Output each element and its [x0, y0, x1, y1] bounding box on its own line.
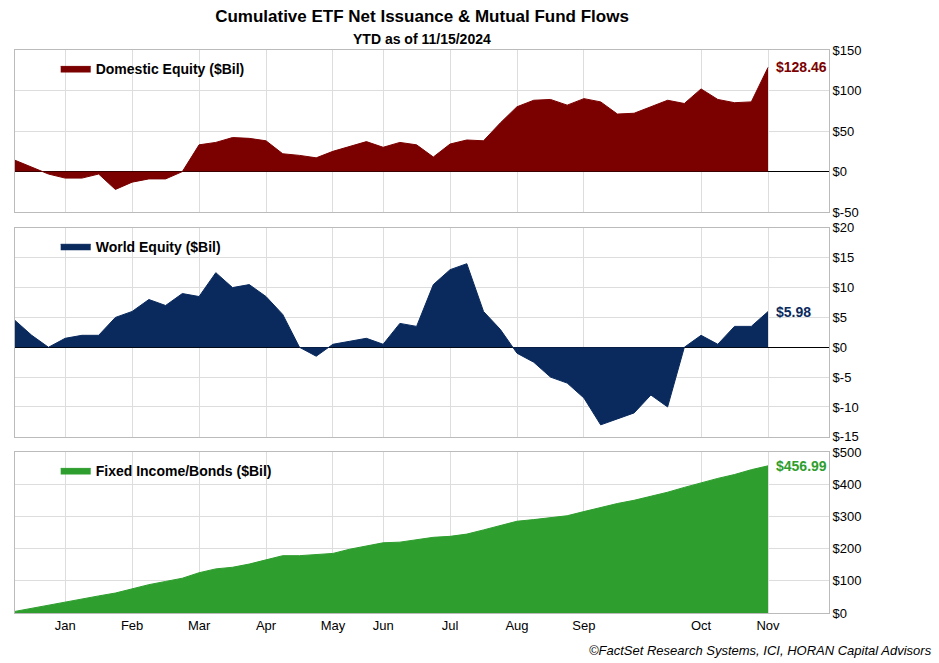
svg-text:$0: $0 — [833, 340, 847, 355]
svg-text:Oct: Oct — [691, 618, 712, 633]
svg-text:$-50: $-50 — [833, 205, 859, 220]
svg-text:$15: $15 — [833, 250, 855, 265]
svg-text:YTD as of 11/15/2024: YTD as of 11/15/2024 — [353, 31, 491, 47]
svg-text:$200: $200 — [833, 541, 862, 556]
svg-text:Sep: Sep — [572, 618, 595, 633]
svg-text:$5: $5 — [833, 310, 847, 325]
svg-text:$150: $150 — [833, 43, 862, 58]
svg-text:May: May — [321, 618, 346, 633]
svg-text:$0: $0 — [833, 164, 847, 179]
svg-text:$300: $300 — [833, 509, 862, 524]
svg-text:World Equity ($Bil): World Equity ($Bil) — [96, 239, 221, 255]
svg-text:$128.46: $128.46 — [776, 59, 827, 75]
svg-text:Apr: Apr — [256, 618, 277, 633]
svg-text:Fixed Income/Bonds ($Bil): Fixed Income/Bonds ($Bil) — [96, 463, 272, 479]
svg-text:Jun: Jun — [373, 618, 394, 633]
svg-text:$500: $500 — [833, 445, 862, 460]
svg-text:$400: $400 — [833, 477, 862, 492]
svg-text:Mar: Mar — [188, 618, 211, 633]
svg-text:$20: $20 — [833, 220, 855, 235]
svg-text:©FactSet Research Systems, ICI: ©FactSet Research Systems, ICI, HORAN Ca… — [589, 643, 932, 658]
svg-text:$-15: $-15 — [833, 429, 859, 444]
svg-text:$-10: $-10 — [833, 399, 859, 414]
svg-text:Aug: Aug — [505, 618, 528, 633]
svg-text:$50: $50 — [833, 124, 855, 139]
svg-text:Domestic Equity ($Bil): Domestic Equity ($Bil) — [96, 61, 245, 77]
svg-text:Jan: Jan — [55, 618, 76, 633]
svg-text:$456.99: $456.99 — [776, 458, 827, 474]
svg-text:$-5: $-5 — [833, 370, 852, 385]
svg-text:Cumulative ETF Net Issuance &: Cumulative ETF Net Issuance & Mutual Fun… — [215, 7, 629, 26]
svg-text:$10: $10 — [833, 280, 855, 295]
svg-text:Feb: Feb — [121, 618, 143, 633]
svg-text:$100: $100 — [833, 573, 862, 588]
svg-text:Jul: Jul — [442, 618, 459, 633]
svg-text:$0: $0 — [833, 606, 847, 621]
svg-text:$100: $100 — [833, 83, 862, 98]
svg-text:Nov: Nov — [756, 618, 780, 633]
svg-text:$5.98: $5.98 — [776, 304, 811, 320]
